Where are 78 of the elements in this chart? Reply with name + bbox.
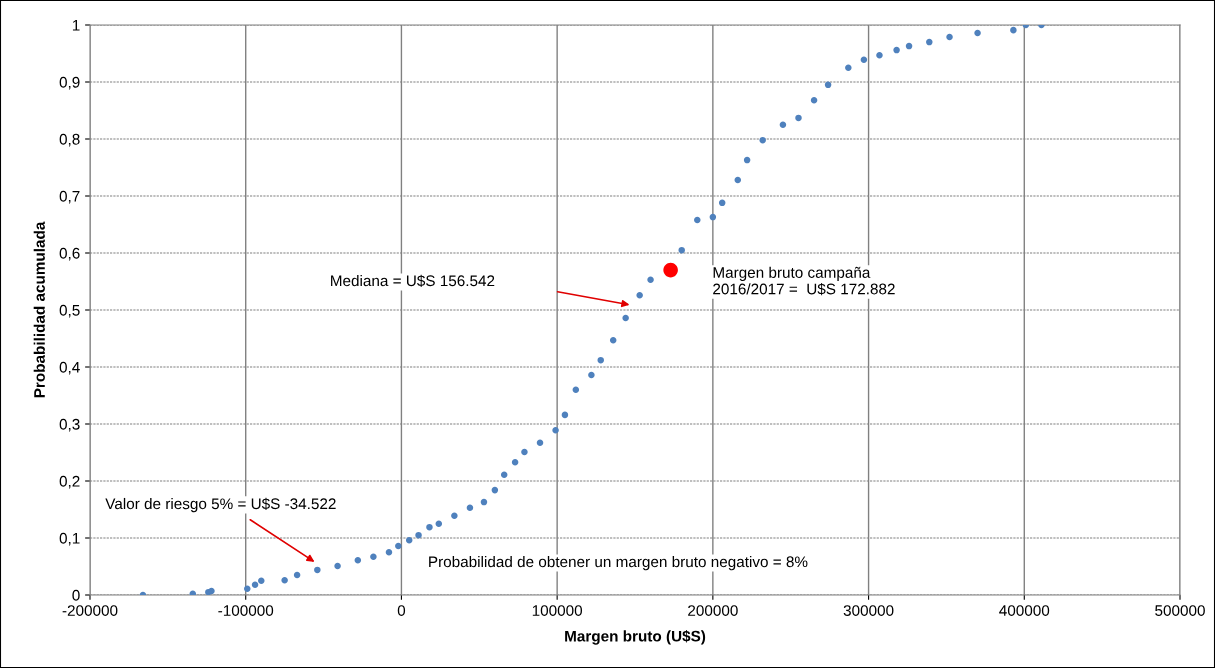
y-tick-label: 0,1	[59, 532, 80, 546]
point	[561, 411, 569, 419]
point	[293, 571, 301, 579]
point	[354, 556, 362, 564]
point	[609, 336, 617, 344]
point	[466, 504, 474, 512]
point	[511, 458, 519, 466]
point	[251, 581, 259, 588]
point	[451, 512, 458, 520]
point	[415, 531, 422, 539]
y-tick-label: 0,7	[59, 190, 80, 204]
point	[876, 51, 883, 59]
point	[709, 213, 717, 221]
annotation: Mediana = U$S 156.542	[331, 274, 495, 288]
x-tick-label: 100000	[532, 605, 583, 616]
point	[281, 576, 288, 584]
y-tick-label: 0	[72, 589, 80, 601]
annotation: Margen bruto campaña 2016/2017 = U$S 172.882	[713, 266, 895, 296]
y-tick-label: 0,8	[59, 133, 80, 147]
point	[759, 136, 766, 144]
x-tick-label: 500000	[1155, 605, 1205, 616]
point	[636, 291, 643, 299]
x-tick-label: 0	[397, 605, 406, 616]
x-tick-label: -200000	[62, 605, 118, 616]
point	[536, 439, 544, 447]
y-tick-label: 0,9	[59, 76, 80, 90]
point	[435, 520, 443, 528]
point	[946, 33, 953, 41]
point	[795, 114, 802, 122]
x-tick-label: 300000	[843, 605, 894, 616]
point	[694, 216, 701, 224]
point	[974, 29, 981, 37]
point	[926, 38, 933, 46]
point	[491, 486, 499, 494]
point	[678, 246, 685, 254]
point	[334, 562, 341, 570]
y-tick-label: 0,6	[59, 247, 80, 261]
point	[743, 156, 751, 164]
y-tick-label: 1	[72, 20, 80, 31]
point	[552, 427, 559, 434]
point	[480, 498, 488, 506]
point	[893, 46, 900, 54]
point	[845, 64, 852, 72]
y-tick-label: 0,4	[59, 361, 80, 375]
point	[905, 42, 913, 50]
point	[405, 537, 413, 544]
point	[734, 176, 742, 184]
y-tick-label: 0,5	[59, 304, 80, 318]
x-tick-label: 400000	[999, 605, 1050, 616]
point	[1010, 26, 1017, 34]
point	[718, 199, 726, 207]
point	[385, 548, 393, 556]
point	[395, 542, 402, 550]
point	[500, 471, 508, 478]
annotation: Probabilidad de obtener un margen bruto negativo = 8%	[429, 555, 808, 571]
point	[258, 577, 265, 585]
point	[810, 96, 818, 104]
point	[314, 566, 321, 574]
point	[824, 81, 832, 89]
point	[244, 585, 251, 592]
x-axis-title: Margen bruto (U$S)	[565, 630, 706, 645]
y-tick-label: 0,3	[59, 418, 80, 432]
x-tick-label: 200000	[688, 605, 738, 616]
point	[647, 276, 654, 284]
point	[860, 56, 868, 64]
y-tick-label: 0,2	[59, 475, 80, 489]
point	[622, 314, 629, 322]
point	[779, 121, 787, 129]
point	[572, 386, 580, 394]
point	[370, 553, 377, 561]
point	[663, 262, 678, 278]
x-tick-label: -100000	[218, 605, 274, 616]
point	[521, 448, 528, 456]
annotation: Valor de riesgo 5% = U$S -34.522	[105, 497, 336, 513]
point	[597, 356, 604, 364]
point	[426, 523, 433, 531]
y-axis-title: Probabilidad acumulada	[33, 221, 45, 398]
point	[588, 371, 595, 379]
